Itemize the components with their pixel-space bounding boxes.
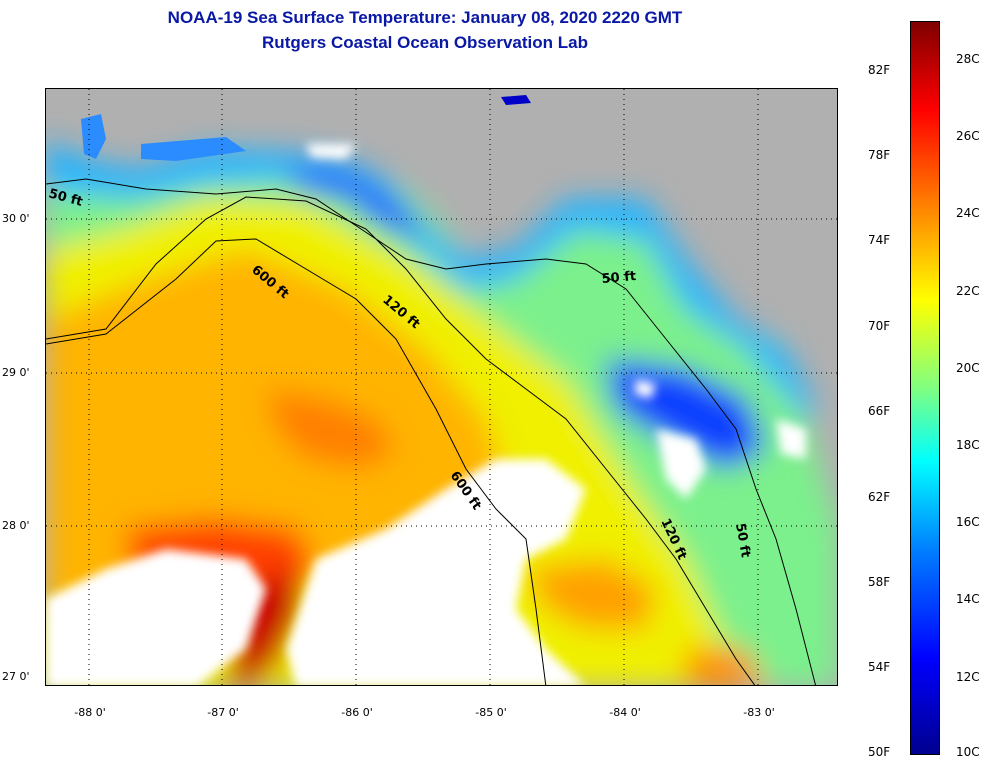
colorbar-f-label: 82F (868, 63, 891, 77)
colorbar-c-label: 12C (956, 670, 980, 684)
lat-tick-label: 27 0' (2, 670, 30, 683)
lon-tick-label: -85 0' (475, 706, 507, 719)
bays (81, 95, 531, 161)
colorbar-c-label: 16C (956, 515, 980, 529)
contour-label: 50 ft (732, 522, 753, 559)
colorbar-c-label: 28C (956, 52, 980, 66)
lon-tick-label: -83 0' (743, 706, 775, 719)
map-title: NOAA-19 Sea Surface Temperature: January… (167, 8, 683, 27)
lat-tick-label: 29 0' (2, 366, 30, 379)
colorbar-f-label: 62F (868, 490, 891, 504)
colorbar-c-label: 24C (956, 206, 980, 220)
colorbar-f-label: 50F (868, 745, 891, 759)
lat-lon-grid (46, 89, 837, 685)
colorbar-c-label: 14C (956, 592, 980, 606)
lon-tick-label: -86 0' (341, 706, 373, 719)
colorbar-f-label: 78F (868, 148, 891, 162)
colorbar-f-label: 70F (868, 319, 891, 333)
map-subtitle: Rutgers Coastal Ocean Observation Lab (262, 33, 588, 52)
cloud-cover (46, 144, 806, 685)
colorbar-c-label: 20C (956, 361, 980, 375)
lon-tick-label: -88 0' (74, 706, 106, 719)
sst-map-canvas: 50 ft 600 ft 120 ft 50 ft 600 ft 120 ft … (46, 89, 837, 685)
depth-contours (46, 178, 817, 685)
colorbar-c-label: 26C (956, 129, 980, 143)
lat-tick-label: 28 0' (2, 519, 30, 532)
temperature-colorbar (910, 21, 940, 755)
sst-map: 50 ft 600 ft 120 ft 50 ft 600 ft 120 ft … (45, 88, 838, 686)
colorbar-c-label: 22C (956, 284, 980, 298)
colorbar-f-label: 54F (868, 660, 891, 674)
colorbar-c-label: 10C (956, 745, 980, 759)
colorbar-f-label: 74F (868, 233, 891, 247)
lon-tick-label: -87 0' (207, 706, 239, 719)
colorbar-f-label: 58F (868, 575, 891, 589)
lon-tick-label: -84 0' (609, 706, 641, 719)
colorbar-f-label: 66F (868, 404, 891, 418)
contour-label: 50 ft (601, 269, 637, 287)
lat-tick-label: 30 0' (2, 212, 30, 225)
colorbar-c-label: 18C (956, 438, 980, 452)
